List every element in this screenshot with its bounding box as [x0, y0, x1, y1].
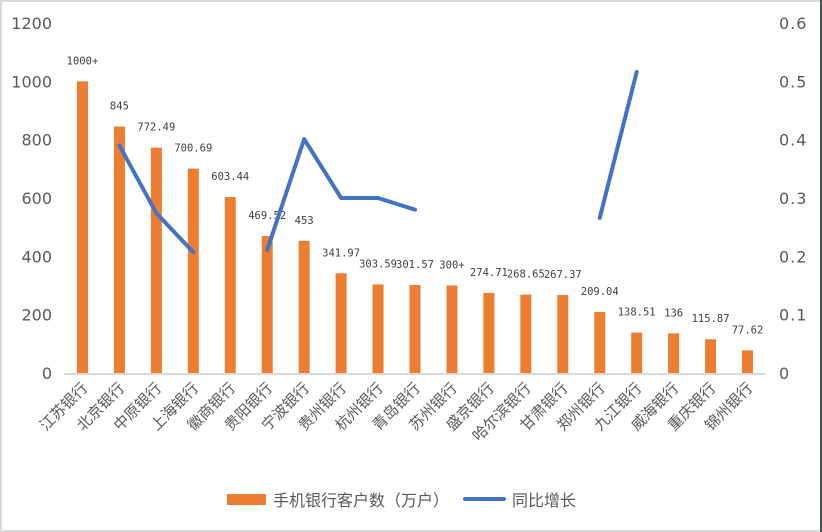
bar: [335, 273, 347, 373]
legend-line-label: 同比增长: [512, 491, 577, 510]
growth-line: [597, 70, 639, 220]
left-axis-tick: 600: [21, 189, 52, 208]
left-axis-tick: 1200: [11, 14, 52, 33]
bar: [520, 294, 532, 373]
right-axis-tick: 0.6: [779, 14, 807, 33]
bar: [187, 168, 199, 373]
data-label: 772.49: [137, 122, 175, 134]
bar: [742, 350, 754, 373]
data-label: 274.71: [470, 267, 508, 279]
data-label: 1000+: [67, 55, 99, 67]
data-label: 300+: [439, 260, 464, 272]
legend-bar-label: 手机银行客户数（万户）: [273, 491, 450, 510]
left-axis-tick: 400: [21, 247, 52, 266]
bar: [76, 81, 88, 373]
data-label: 209.04: [581, 286, 619, 298]
bar: [446, 285, 458, 373]
data-label: 77.62: [732, 324, 764, 336]
growth-line: [265, 137, 417, 252]
right-axis-tick: 0.4: [779, 131, 807, 150]
left-axis-tick: 1000: [11, 72, 52, 91]
bar: [483, 292, 495, 373]
data-label: 268.65: [507, 269, 545, 281]
bar: [372, 284, 384, 373]
bar: [261, 236, 273, 373]
bar: [557, 295, 569, 373]
bar: [113, 126, 125, 374]
right-axis-tick: 0.3: [779, 189, 807, 208]
window-edge: [820, 0, 822, 532]
bar: [150, 147, 162, 373]
right-axis-tick: 0.1: [779, 306, 807, 325]
data-label: 136: [664, 307, 683, 319]
bar: [705, 339, 717, 373]
data-label: 303.59: [359, 258, 397, 270]
right-axis-tick: 0.2: [779, 247, 807, 266]
data-label: 341.97: [322, 247, 360, 259]
right-axis-tick: 0: [779, 364, 790, 383]
data-label: 138.51: [618, 307, 656, 319]
bar: [594, 312, 606, 373]
left-axis-tick: 0: [42, 364, 52, 383]
legend-line-swatch: [463, 497, 507, 501]
bar: [631, 332, 643, 373]
data-label: 845: [110, 101, 129, 113]
bar: [409, 285, 421, 373]
left-axis-tick: 200: [21, 306, 52, 325]
legend: 手机银行客户数（万户） 同比增长: [227, 487, 576, 511]
right-axis-tick: 0.5: [779, 72, 807, 91]
left-axis-tick: 800: [21, 131, 52, 150]
data-label: 603.44: [211, 171, 249, 183]
data-label: 267.37: [544, 269, 582, 281]
data-label: 301.57: [396, 259, 434, 271]
legend-bar-swatch: [227, 493, 266, 505]
bar: [668, 333, 680, 373]
bar: [298, 240, 310, 373]
bar: [224, 196, 236, 373]
data-label: 453: [295, 215, 314, 227]
data-label: 115.87: [692, 313, 730, 325]
data-label: 700.69: [174, 143, 212, 155]
growth-line: [117, 143, 196, 255]
